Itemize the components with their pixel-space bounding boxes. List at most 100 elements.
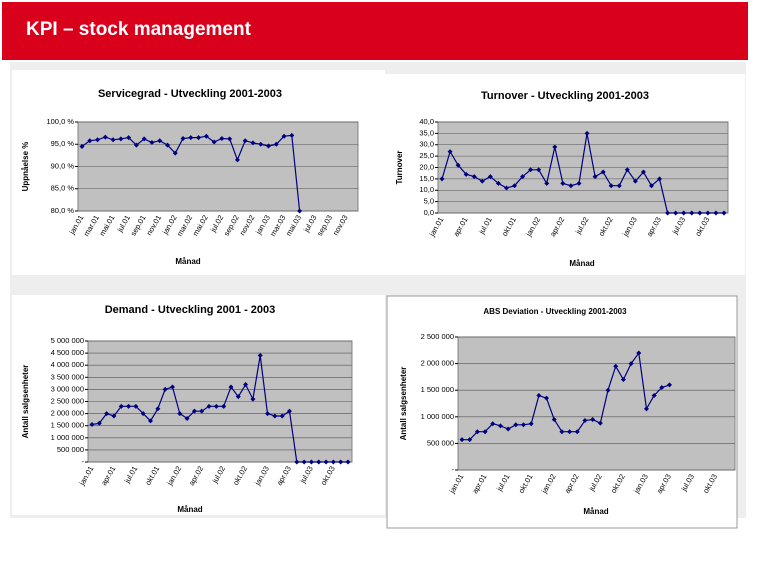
- data-point: [544, 180, 550, 186]
- data-point: [126, 135, 132, 141]
- data-point: [643, 406, 649, 412]
- data-point: [133, 403, 139, 409]
- data-point: [552, 144, 558, 150]
- data-point: [243, 382, 249, 388]
- y-axis-label: Antall salgsenheter: [21, 365, 30, 439]
- data-point: [111, 413, 117, 419]
- data-point: [713, 210, 719, 216]
- y-tick-label: 10,0: [419, 185, 434, 194]
- data-point: [608, 183, 614, 189]
- data-point: [616, 183, 622, 189]
- y-axis-label: Turnover: [395, 150, 404, 184]
- data-point: [505, 426, 511, 432]
- data-point: [592, 174, 598, 180]
- data-point: [584, 130, 590, 136]
- data-point: [164, 142, 170, 148]
- y-tick-label: 85,0 %: [51, 184, 75, 193]
- data-point: [667, 382, 673, 388]
- data-point: [528, 421, 534, 427]
- data-point: [286, 408, 292, 414]
- data-point: [89, 421, 95, 427]
- chart-title: ABS Deviation - Utveckling 2001-2003: [483, 307, 627, 316]
- data-point: [568, 183, 574, 189]
- data-point: [673, 210, 679, 216]
- chart-title: Demand - Utveckling 2001 - 2003: [105, 304, 276, 316]
- data-point: [126, 403, 132, 409]
- data-point: [221, 403, 227, 409]
- data-point: [544, 395, 550, 401]
- data-point: [490, 421, 496, 427]
- slide-title: KPI – stock management: [26, 19, 252, 40]
- data-point: [551, 416, 557, 422]
- y-tick-label: 40,0: [419, 117, 434, 126]
- y-tick-label: 5,0: [424, 197, 434, 206]
- data-point: [199, 408, 205, 414]
- plot-area: [457, 336, 736, 471]
- data-point: [258, 141, 264, 147]
- data-point: [632, 178, 638, 184]
- data-point: [665, 210, 671, 216]
- data-point: [281, 133, 287, 139]
- y-tick-label: 15,0: [419, 174, 434, 183]
- data-point: [447, 149, 453, 155]
- y-tick-label: -: [452, 465, 455, 474]
- data-point: [528, 167, 534, 173]
- data-point: [177, 411, 183, 417]
- data-point: [203, 133, 209, 139]
- data-point: [265, 411, 271, 417]
- data-point: [520, 174, 526, 180]
- data-point: [308, 459, 314, 465]
- data-point: [721, 210, 727, 216]
- data-point: [487, 174, 493, 180]
- y-tick-label: 35,0: [419, 128, 434, 137]
- data-point: [140, 411, 146, 417]
- y-tick-label: 2 000 000: [421, 359, 454, 368]
- data-point: [102, 134, 108, 140]
- data-point: [250, 396, 256, 402]
- y-tick-label: 4 500 000: [51, 348, 84, 357]
- data-point: [503, 185, 509, 191]
- y-tick-label: 1 500 000: [421, 385, 454, 394]
- data-point: [273, 141, 279, 147]
- y-tick-label: 20,0: [419, 162, 434, 171]
- data-point: [605, 387, 611, 393]
- data-point: [467, 437, 473, 443]
- data-point: [520, 422, 526, 428]
- data-point: [87, 138, 93, 144]
- data-point: [613, 363, 619, 369]
- x-axis-label: Månad: [177, 505, 202, 514]
- y-tick-label: 4 000 000: [51, 360, 84, 369]
- y-tick-label: 2 500 000: [421, 332, 454, 341]
- x-axis-label: Månad: [583, 507, 608, 516]
- data-point: [651, 393, 657, 399]
- y-tick-label: 1 000 000: [51, 433, 84, 442]
- data-point: [96, 420, 102, 426]
- data-point: [234, 157, 240, 163]
- data-point: [338, 459, 344, 465]
- data-point: [162, 386, 168, 392]
- y-tick-label: 500 000: [57, 445, 84, 454]
- data-point: [697, 210, 703, 216]
- data-point: [191, 408, 197, 414]
- data-point: [323, 459, 329, 465]
- data-point: [316, 459, 322, 465]
- data-point: [474, 429, 480, 435]
- y-axis-label: Antall salgsenheter: [399, 367, 408, 441]
- title-banner: [2, 2, 748, 60]
- y-tick-label: 90,0 %: [51, 161, 75, 170]
- data-point: [155, 406, 161, 412]
- data-point: [648, 183, 654, 189]
- y-tick-label: 95,0 %: [51, 139, 75, 148]
- data-point: [513, 422, 519, 428]
- data-point: [636, 350, 642, 356]
- y-tick-label: 1 500 000: [51, 421, 84, 430]
- data-point: [463, 171, 469, 177]
- data-point: [567, 429, 573, 435]
- data-point: [242, 138, 248, 144]
- data-point: [257, 353, 263, 359]
- y-tick-label: 2 000 000: [51, 409, 84, 418]
- y-tick-label: 1 000 000: [421, 412, 454, 421]
- data-point: [228, 384, 234, 390]
- data-point: [559, 429, 565, 435]
- data-point: [689, 210, 695, 216]
